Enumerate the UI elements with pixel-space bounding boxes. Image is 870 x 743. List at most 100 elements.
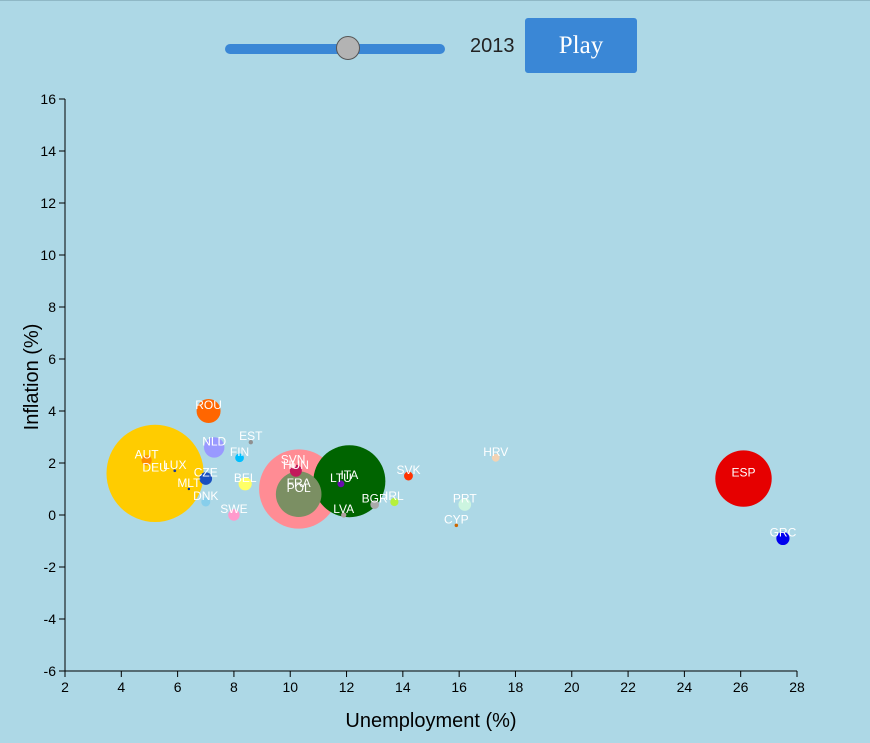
bubble-irl [390,497,399,507]
bubble-label-irl: IRL [385,489,404,503]
y-tick-label: -2 [44,559,57,575]
y-axis: -6 -4 -2 0 2 4 6 8 10 12 14 16 [40,91,66,679]
x-tick: 18 [508,671,523,695]
bubble-label-lux: LUX [163,458,186,472]
bubble-aut [141,455,152,466]
bubble-label-prt: PRT [453,492,477,506]
bubble-esp [715,450,772,507]
y-tick: -6 [44,663,65,679]
bubble-label-svk: SVK [396,463,420,477]
bubble-label-bgr: BGR [362,492,388,506]
y-tick: 6 [48,351,65,367]
bubble-label-aut: AUT [135,447,160,461]
x-tick: 16 [451,671,467,695]
bubble-label-mlt: MLT [177,476,201,490]
bubble-bel [238,477,252,491]
y-tick-label: 2 [48,455,56,471]
y-tick-label: 10 [40,247,56,263]
bubble-label-hrv: HRV [483,445,508,459]
year-slider-track[interactable] [225,44,445,54]
bubble-label-ltu: LTU [330,471,352,485]
bubble-fin [235,453,244,463]
bubble-cyp [454,523,459,528]
top-border [0,0,870,1]
year-slider-thumb[interactable] [336,36,361,60]
bubble-label-hun: HUN [283,458,309,472]
x-tick: 20 [564,671,580,695]
x-tick-label: 28 [789,679,805,695]
x-tick: 24 [677,671,693,695]
x-tick: 26 [733,671,749,695]
bubble-est [248,440,253,445]
x-tick-label: 8 [230,679,238,695]
x-tick-label: 26 [733,679,749,695]
x-tick-label: 22 [620,679,636,695]
y-tick-label: 12 [40,195,56,211]
bubble-label-deu: DEU [142,460,167,474]
bubble-bgr [370,500,380,509]
x-tick: 14 [395,671,411,695]
x-axis: 2 4 6 8 10 12 14 16 18 20 22 24 26 28 [61,670,805,695]
y-tick: 14 [40,143,65,159]
bubble-grc [776,531,790,546]
x-tick: 2 [61,671,69,695]
bubble-svk [404,471,413,481]
x-tick-label: 24 [677,679,693,695]
y-tick-label: 0 [48,507,56,523]
x-tick-label: 2 [61,679,69,695]
bubble-label-nld: NLD [202,434,226,448]
bubble-rou [196,399,221,423]
bubble-deu [106,424,204,522]
x-tick: 4 [117,671,125,695]
bubble-lux [173,469,177,473]
labels-layer: DEU FRA ITA ESP POL ROU NLD BEL GRC CZE PRT HUN SWE A… [135,398,797,539]
x-tick-label: 10 [282,679,298,695]
x-tick: 10 [282,671,298,695]
y-tick-label: -6 [44,663,57,679]
bubble-svn [290,462,296,469]
y-tick-label: 6 [48,351,56,367]
x-tick-label: 14 [395,679,411,695]
y-axis-title: Inflation (%) [21,324,43,431]
bubble-hrv [491,453,500,462]
bubble-label-cze: CZE [194,466,218,480]
bubbles-layer [106,399,790,546]
y-tick: 12 [40,195,65,211]
y-tick: 0 [48,507,65,523]
bubble-label-esp: ESP [731,466,755,480]
year-label: 2013 [470,35,515,57]
y-tick-label: 14 [40,143,56,159]
y-tick-label: 16 [40,91,56,107]
y-tick: 16 [40,91,65,107]
y-tick-label: 8 [48,299,56,315]
bubble-label-fin: FIN [230,445,249,459]
bubble-label-pol: POL [287,481,311,495]
bubble-label-ita: ITA [340,468,358,482]
bubble-label-bel: BEL [234,471,257,485]
x-tick: 8 [230,671,238,695]
x-tick: 6 [174,671,182,695]
bubble-dnk [201,497,211,507]
x-tick-label: 16 [451,679,467,695]
bubble-prt [458,498,472,511]
bubble-label-dnk: DNK [193,489,218,503]
x-tick: 22 [620,671,636,695]
bubble-mlt [187,487,191,491]
bubble-nld [204,437,225,458]
bubble-pol [275,471,322,517]
y-tick: -2 [44,559,65,575]
x-tick-label: 20 [564,679,580,695]
bubble-label-fra: FRA [287,476,311,490]
bubble-ita [313,445,386,518]
y-tick: 8 [48,299,65,315]
bubble-lva [341,512,347,518]
x-tick-label: 4 [117,679,125,695]
y-tick-label: -4 [44,611,57,627]
bubble-label-rou: ROU [195,398,222,412]
x-tick: 12 [339,671,355,695]
y-tick: 10 [40,247,65,263]
x-tick-label: 12 [339,679,355,695]
bubble-label-est: EST [239,429,263,443]
play-button[interactable]: Play [525,18,637,73]
